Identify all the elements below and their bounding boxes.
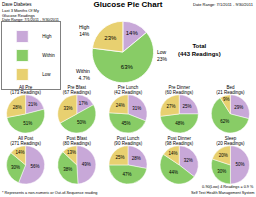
svg-text:14%: 14%: [126, 30, 139, 36]
svg-text:31%: 31%: [132, 106, 141, 111]
svg-text:Post Bfast(80 Readings): Post Bfast(80 Readings): [63, 136, 92, 147]
svg-text:0-90(Low) 4 Readings = 0.9 %: 0-90(Low) 4 Readings = 0.9 %: [202, 185, 254, 189]
svg-text:All Post(271 Readings): All Post(271 Readings): [10, 136, 41, 147]
svg-text:27%: 27%: [167, 104, 176, 109]
svg-text:Date Range: 7/1/2011 - 9/30/20: Date Range: 7/1/2011 - 9/30/2011: [193, 2, 254, 7]
svg-text:25%: 25%: [116, 155, 125, 160]
svg-text:Within4.7%: Within4.7%: [76, 68, 90, 81]
svg-text:24%: 24%: [116, 103, 125, 108]
svg-text:20%: 20%: [219, 153, 228, 158]
svg-text:56%: 56%: [30, 164, 39, 169]
svg-text:33%: 33%: [63, 106, 72, 111]
svg-text:Total(443 Readings): Total(443 Readings): [178, 43, 221, 57]
svg-text:Sleep(20 Readings): Sleep(20 Readings): [216, 136, 245, 147]
svg-text:30%: 30%: [11, 165, 20, 170]
svg-text:Glucose Pie Chart: Glucose Pie Chart: [94, 0, 163, 9]
svg-text:* Represents a non-numeric or: * Represents a non-numeric or Out-of-Seq…: [2, 191, 97, 195]
svg-text:High14%: High14%: [79, 24, 90, 37]
svg-text:21%: 21%: [28, 102, 37, 107]
svg-text:High: High: [42, 34, 52, 39]
svg-text:23%: 23%: [104, 35, 117, 41]
svg-text:47%: 47%: [123, 172, 132, 177]
svg-text:Glucose Readings: Glucose Readings: [2, 13, 35, 18]
svg-text:45%: 45%: [121, 121, 130, 126]
svg-text:32%: 32%: [184, 158, 193, 163]
svg-text:Self Test Health Management Sy: Self Test Health Management System: [191, 191, 254, 195]
svg-text:Pre Dinner(60 Readings): Pre Dinner(60 Readings): [165, 85, 194, 96]
svg-text:Within: Within: [42, 53, 55, 58]
svg-text:14%: 14%: [15, 150, 24, 155]
svg-text:44%: 44%: [169, 170, 178, 175]
svg-text:Bed(21 Readings): Bed(21 Readings): [216, 85, 245, 96]
svg-text:29%: 29%: [234, 105, 243, 110]
svg-text:14%: 14%: [169, 151, 178, 156]
svg-text:50%: 50%: [235, 162, 244, 167]
svg-text:Date Range: 7/1/2011 - 9/30/20: Date Range: 7/1/2011 - 9/30/2011: [2, 18, 59, 22]
svg-text:Low: Low: [42, 72, 51, 77]
svg-text:62%: 62%: [220, 119, 229, 124]
svg-text:9%: 9%: [223, 97, 230, 102]
svg-text:Last 3 Months Of My: Last 3 Months Of My: [2, 8, 39, 13]
svg-text:Post Lunch(90 Readings): Post Lunch(90 Readings): [114, 136, 143, 147]
svg-text:13%: 13%: [67, 150, 76, 155]
svg-text:48%: 48%: [175, 121, 184, 126]
html-text:All Pre: All Pre: [19, 84, 33, 90]
svg-text:Pre Lunch(42 Readings): Pre Lunch(42 Readings): [114, 85, 143, 96]
svg-text:63%: 63%: [121, 64, 134, 70]
svg-text:50%: 50%: [77, 120, 86, 125]
html-text:(173 Readings): (173 Readings): [10, 90, 41, 96]
svg-text:28%: 28%: [13, 105, 22, 110]
svg-text:28%: 28%: [132, 156, 141, 161]
svg-text:17%: 17%: [79, 101, 88, 106]
svg-text:38%: 38%: [63, 167, 72, 172]
svg-text:51%: 51%: [23, 121, 32, 126]
svg-text:Post Dinner(98 Readings): Post Dinner(98 Readings): [165, 136, 194, 147]
svg-text:Dave Diabetes: Dave Diabetes: [2, 2, 32, 7]
svg-text:25%: 25%: [183, 104, 192, 109]
svg-text:30%: 30%: [217, 169, 226, 174]
svg-text:Low23%: Low23%: [157, 49, 168, 62]
svg-text:49%: 49%: [82, 162, 91, 167]
svg-text:Pre Bfast(67 Readings): Pre Bfast(67 Readings): [63, 85, 92, 96]
